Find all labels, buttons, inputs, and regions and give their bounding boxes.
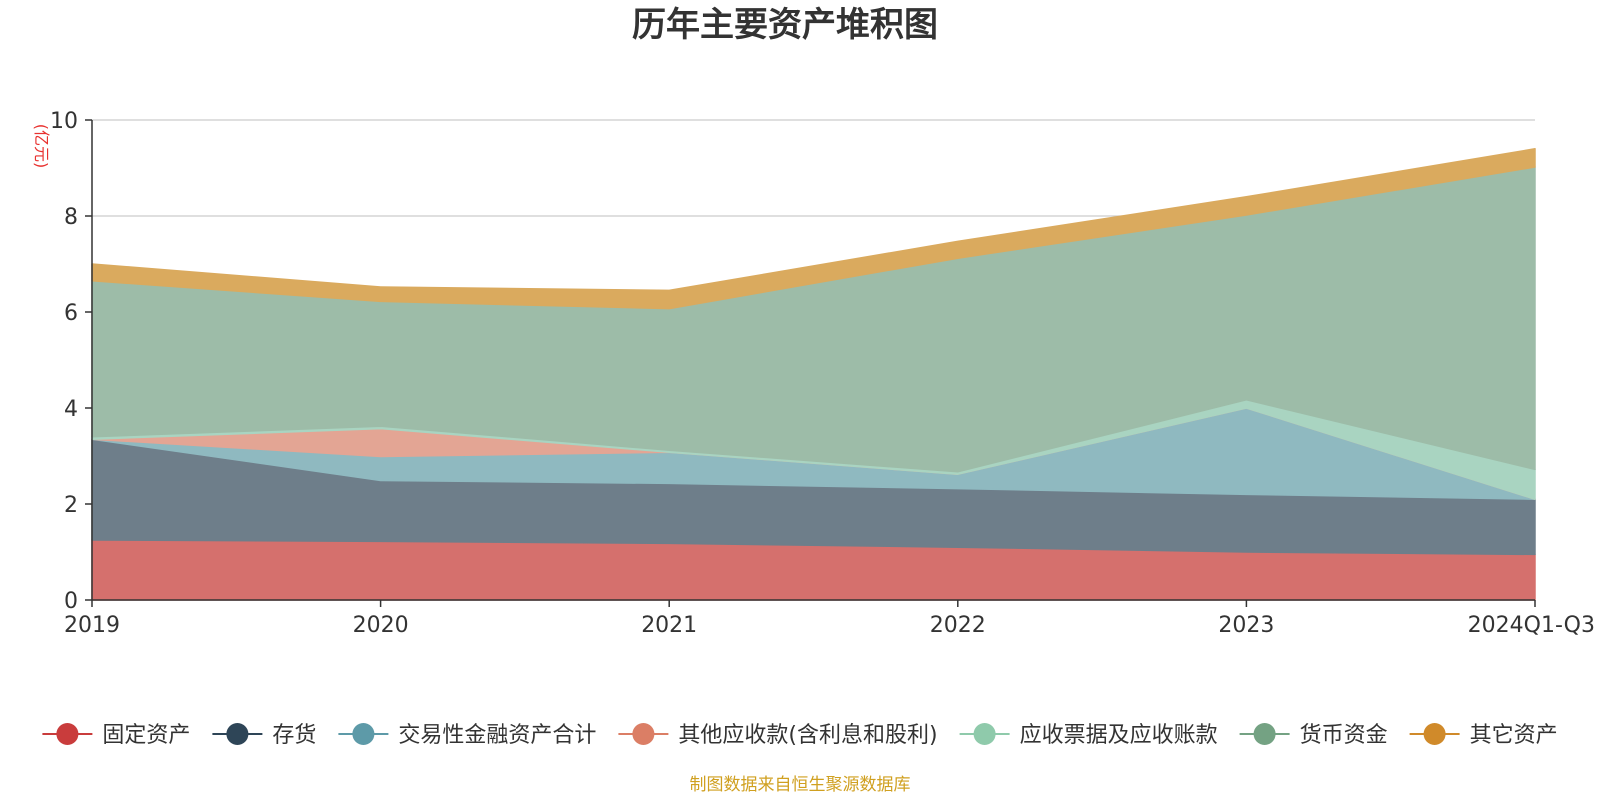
chart-title: 历年主要资产堆积图 <box>632 5 938 45</box>
legend-item-2[interactable]: 交易性金融资产合计 <box>338 723 596 748</box>
legend-marker-4 <box>973 723 996 745</box>
legend-label-5: 货币资金 <box>1300 723 1388 748</box>
x-tick-label-3: 2022 <box>930 613 986 638</box>
y-tick-label-8: 8 <box>64 205 78 230</box>
legend-label-2: 交易性金融资产合计 <box>398 723 596 748</box>
legend-marker-3 <box>632 723 655 745</box>
x-tick-label-1: 2020 <box>353 613 409 638</box>
area-series-6 <box>91 148 1536 310</box>
legend-item-3[interactable]: 其他应收款(含利息和股利) <box>618 723 938 748</box>
legend-marker-6 <box>1423 723 1446 745</box>
legend: 固定资产 存货 交易性金融资产合计 其他应收款(含利息和股利) 应收票据及应收账款 货币资… <box>42 723 1558 748</box>
x-tick-label-0: 2019 <box>64 613 120 638</box>
legend-marker-0 <box>56 723 79 745</box>
legend-item-6[interactable]: 其它资产 <box>1409 723 1558 748</box>
legend-marker-1 <box>226 723 249 745</box>
x-tick-label-4: 2023 <box>1218 613 1274 638</box>
legend-label-4: 应收票据及应收账款 <box>1020 723 1218 748</box>
legend-item-0[interactable]: 固定资产 <box>42 723 190 748</box>
y-tick-label-4: 4 <box>64 397 78 422</box>
x-tick-label-5: 2024Q1-Q3 <box>1468 613 1595 638</box>
legend-item-4[interactable]: 应收票据及应收账款 <box>959 723 1218 748</box>
legend-item-1[interactable]: 存货 <box>212 723 316 748</box>
y-axis-unit-label: (亿元) <box>32 124 51 169</box>
source-note: 制图数据来自恒生聚源数据库 <box>690 775 911 795</box>
y-tick-label-0: 0 <box>64 589 78 614</box>
legend-item-5[interactable]: 货币资金 <box>1239 723 1388 748</box>
y-tick-label-2: 2 <box>64 493 78 518</box>
area-series <box>91 148 1536 601</box>
x-tick-label-2: 2021 <box>641 613 697 638</box>
legend-label-6: 其它资产 <box>1470 723 1558 748</box>
legend-marker-5 <box>1253 723 1276 745</box>
legend-label-0: 固定资产 <box>102 723 190 748</box>
y-tick-label-10: 10 <box>50 109 78 134</box>
y-tick-label-6: 6 <box>64 301 78 326</box>
legend-marker-2 <box>352 723 375 745</box>
legend-label-1: 存货 <box>272 723 316 748</box>
axes: 0 2 4 6 8 10 2019 2020 2021 2022 2023 2024Q1-Q3 <box>50 109 1595 638</box>
legend-label-3: 其他应收款(含利息和股利) <box>678 723 937 748</box>
